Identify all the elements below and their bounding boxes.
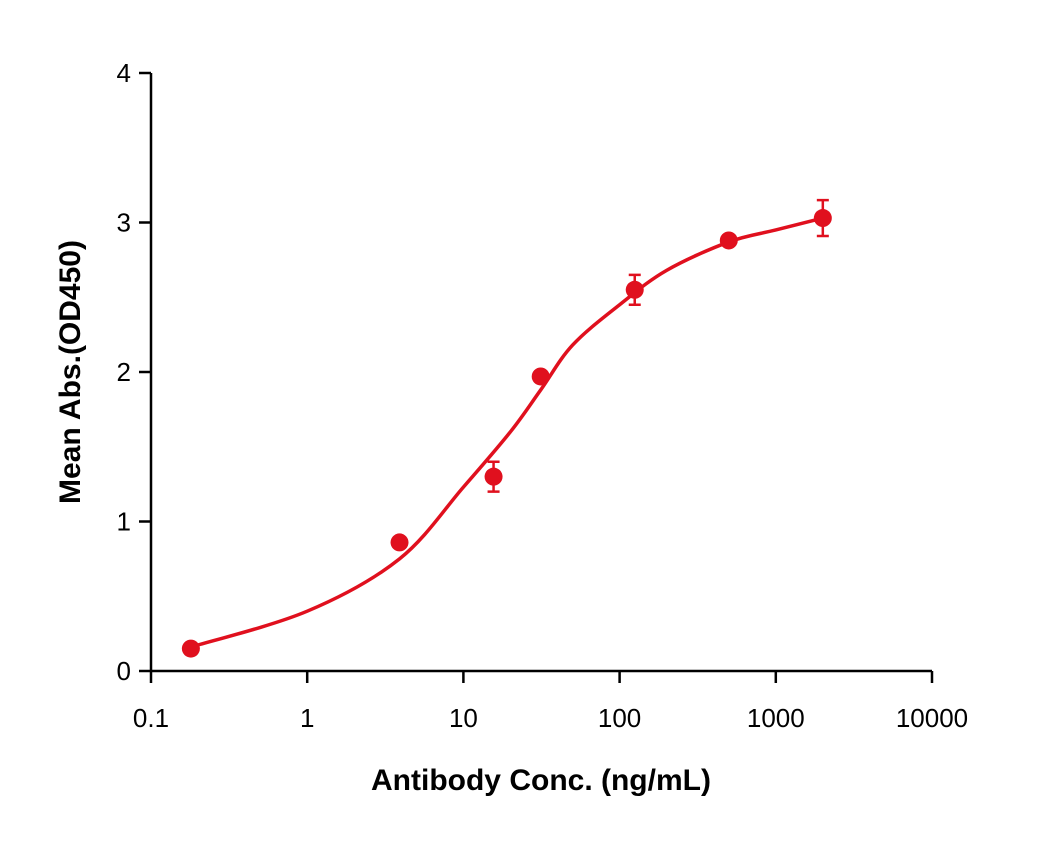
point [719, 231, 738, 250]
y-tick-label: 1 [117, 507, 131, 537]
x-axis-title: Antibody Conc. (ng/mL) [371, 764, 711, 797]
x-tick-label: 1000 [747, 703, 805, 733]
y-tick-label: 2 [117, 357, 131, 387]
x-tick-label: 100 [598, 703, 641, 733]
point [625, 280, 644, 299]
point [181, 639, 200, 658]
point [531, 367, 550, 386]
y-tick-label: 3 [117, 208, 131, 238]
y-tick-label: 4 [117, 58, 131, 88]
x-tick-label: 1 [300, 703, 314, 733]
point [484, 467, 503, 486]
y-tick-label: 0 [117, 656, 131, 686]
point [390, 533, 409, 552]
x-tick-label: 10000 [896, 703, 968, 733]
point [813, 209, 832, 228]
x-tick-label: 0.1 [133, 703, 169, 733]
fit-curve [190, 216, 824, 649]
x-tick-label: 10 [449, 703, 478, 733]
y-axis-title: Mean Abs.(OD450) [54, 240, 87, 504]
